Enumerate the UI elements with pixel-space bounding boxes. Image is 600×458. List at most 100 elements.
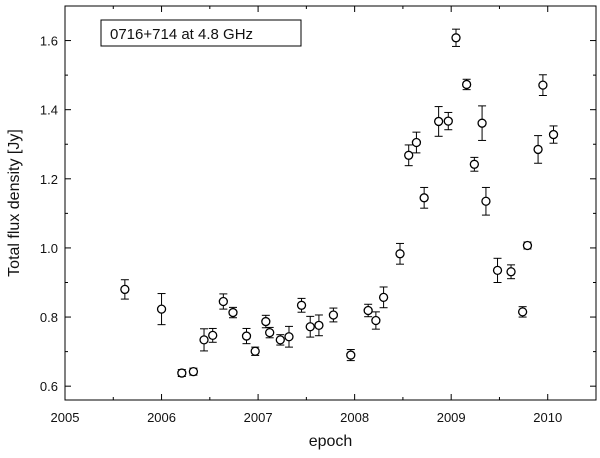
data-point: [199, 328, 209, 352]
chart-annotation: 0716+714 at 4.8 GHz: [110, 26, 253, 43]
point-marker: [395, 249, 405, 259]
point-marker: [477, 118, 487, 128]
data-point: [261, 314, 271, 329]
point-marker: [411, 137, 422, 148]
data-point: [371, 311, 381, 330]
data-point: [275, 334, 285, 346]
data-point: [433, 106, 444, 137]
data-point: [522, 240, 533, 251]
point-marker: [433, 116, 444, 127]
data-point: [469, 156, 480, 172]
data-point: [378, 286, 389, 309]
point-marker: [506, 267, 516, 277]
data-point: [461, 78, 472, 91]
point-marker: [371, 315, 381, 326]
axis-ticks: [64, 6, 596, 400]
point-marker: [218, 296, 228, 307]
point-marker: [265, 327, 275, 338]
point-marker: [481, 196, 491, 206]
point-marker: [363, 305, 373, 316]
data-point: [208, 327, 218, 343]
data-point: [395, 242, 405, 265]
legend-box: 0716+714 at 4.8 GHz: [100, 19, 302, 47]
data-point: [346, 349, 356, 362]
data-point: [241, 327, 252, 345]
point-marker: [404, 150, 414, 160]
point-marker: [241, 331, 252, 341]
data-point: [477, 105, 487, 141]
point-marker: [208, 330, 218, 341]
y-tick-label: 1.0: [40, 241, 58, 256]
point-marker: [284, 332, 294, 342]
y-tick-label: 1.4: [40, 103, 58, 118]
data-point: [305, 315, 315, 338]
data-point: [250, 346, 260, 356]
point-marker: [517, 307, 528, 317]
point-marker: [443, 116, 453, 126]
data-point: [443, 111, 453, 131]
y-tick-label: 0.8: [40, 310, 58, 325]
data-point: [517, 306, 528, 318]
data-point: [492, 257, 503, 283]
data-point: [296, 297, 307, 313]
point-marker: [261, 316, 271, 327]
point-marker: [451, 33, 461, 43]
x-tick-label: 2007: [244, 410, 273, 425]
x-tick-label: 2008: [340, 410, 369, 425]
y-tick-label: 0.6: [40, 379, 58, 394]
data-point: [533, 135, 543, 164]
point-marker: [120, 284, 130, 295]
point-marker: [522, 240, 533, 251]
point-marker: [548, 129, 559, 140]
point-marker: [199, 335, 209, 345]
x-tick-label: 2009: [437, 410, 466, 425]
point-marker: [250, 346, 260, 356]
data-points: [120, 28, 559, 378]
data-point: [177, 368, 187, 378]
point-marker: [228, 307, 238, 318]
point-marker: [378, 292, 389, 303]
data-point: [314, 314, 324, 337]
y-tick-label: 1.2: [40, 172, 58, 187]
data-point: [284, 325, 294, 348]
point-marker: [538, 80, 548, 90]
y-axis-title: Total flux density [Jy]: [6, 129, 23, 277]
data-point: [363, 303, 373, 318]
point-marker: [156, 304, 167, 314]
data-point: [451, 28, 461, 47]
tick-labels: 2005 2006 2007 2008 2009 2010 0.6 0.8 1.0 1.2 1.4 1…: [40, 34, 562, 425]
legend-frame: [100, 19, 302, 47]
point-marker: [188, 367, 199, 377]
point-marker: [346, 350, 356, 360]
data-point: [218, 293, 228, 310]
x-tick-label: 2010: [533, 410, 562, 425]
point-marker: [305, 322, 315, 332]
point-marker: [492, 265, 503, 276]
data-point: [548, 125, 559, 144]
data-point: [188, 367, 199, 377]
data-point: [228, 306, 238, 319]
data-point: [328, 307, 339, 323]
point-marker: [419, 193, 429, 203]
x-axis-title: epoch: [309, 433, 353, 450]
data-point: [265, 326, 275, 339]
point-marker: [328, 310, 339, 320]
point-marker: [533, 144, 543, 155]
point-marker: [275, 335, 285, 345]
point-marker: [177, 368, 187, 378]
point-marker: [296, 300, 307, 310]
x-tick-label: 2005: [51, 410, 80, 425]
y-tick-label: 1.6: [40, 34, 58, 49]
data-point: [411, 131, 422, 154]
point-marker: [314, 320, 324, 330]
plot-frame: [64, 5, 597, 401]
point-marker: [469, 159, 480, 169]
x-tick-label: 2006: [147, 410, 176, 425]
data-point: [404, 144, 414, 167]
data-point: [156, 293, 167, 326]
data-point: [120, 279, 130, 300]
point-marker: [461, 79, 472, 90]
data-point: [506, 264, 516, 280]
data-point: [481, 186, 491, 216]
